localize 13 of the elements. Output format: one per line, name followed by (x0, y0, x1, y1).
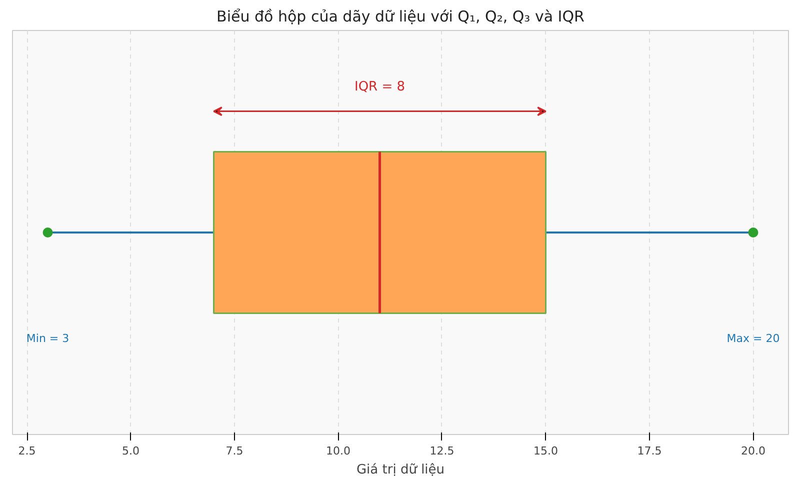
annotation: Max = 20 (726, 332, 780, 346)
x-tick-label: 7.5 (226, 444, 244, 458)
chart-title: Biểu đồ hộp của dãy dữ liệu với Q₁, Q₂, Q₃ và IQR (216, 8, 584, 26)
annotation: IQR = 8 (354, 80, 406, 95)
x-tick-label: 2.5 (18, 444, 36, 458)
x-tick-label: 20.0 (740, 444, 766, 458)
x-tick-label: 17.5 (637, 444, 662, 458)
x-tick-label: 5.0 (122, 444, 140, 458)
annotation: Min = 3 (26, 332, 70, 346)
x-tick-label: 15.0 (533, 444, 558, 458)
x-axis-title: Giá trị dữ liệu (356, 462, 445, 478)
x-tick-label: 10.0 (326, 444, 351, 458)
x-tick-label: 12.5 (430, 444, 454, 458)
